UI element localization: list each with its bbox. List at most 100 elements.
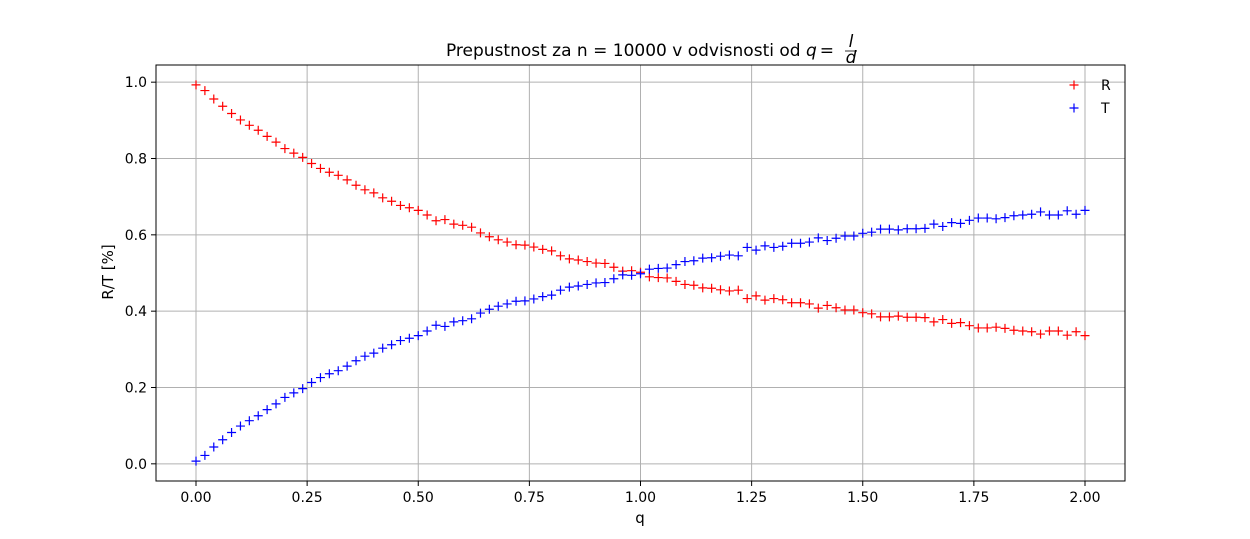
point-R: [662, 273, 672, 283]
point-R: [698, 283, 708, 293]
point-T: [964, 215, 974, 225]
x-tick-label: 1.25: [736, 490, 767, 506]
point-T: [458, 316, 468, 326]
point-T: [1044, 210, 1054, 220]
point-T: [395, 336, 405, 346]
point-R: [440, 215, 450, 225]
legend-marker: [1069, 103, 1079, 113]
point-R: [404, 203, 414, 213]
point-T: [1080, 205, 1090, 215]
point-R: [724, 286, 734, 296]
point-R: [982, 323, 992, 333]
point-T: [956, 218, 966, 228]
point-T: [991, 214, 1001, 224]
point-R: [413, 205, 423, 215]
series-R: [191, 80, 1090, 341]
point-R: [778, 295, 788, 305]
point-R: [1062, 330, 1072, 340]
point-R: [315, 163, 325, 173]
point-T: [404, 333, 414, 343]
point-R: [502, 237, 512, 247]
point-T: [662, 263, 672, 273]
point-T: [493, 301, 503, 311]
point-T: [511, 296, 521, 306]
point-R: [858, 308, 868, 318]
point-R: [884, 312, 894, 322]
x-tick-label: 0.00: [180, 490, 211, 506]
point-R: [840, 305, 850, 315]
grid: [156, 65, 1125, 481]
point-T: [876, 224, 886, 234]
legend-label: T: [1100, 101, 1110, 117]
point-T: [884, 224, 894, 234]
point-R: [378, 193, 388, 203]
point-T: [378, 343, 388, 353]
point-T: [484, 304, 494, 314]
point-R: [1044, 326, 1054, 336]
point-R: [271, 137, 281, 147]
y-tick-label: 0.2: [125, 380, 147, 396]
point-R: [947, 318, 957, 328]
point-R: [573, 255, 583, 265]
point-R: [324, 167, 334, 177]
point-T: [644, 264, 654, 274]
title-fraction-numerator: l: [849, 32, 854, 52]
point-T: [813, 233, 823, 243]
point-T: [467, 314, 477, 324]
point-T: [751, 245, 761, 255]
y-tick-label: 0.8: [125, 152, 147, 168]
point-R: [707, 283, 717, 293]
title-fraction-denominator: d: [846, 48, 857, 68]
point-R: [333, 170, 343, 180]
point-T: [351, 356, 361, 366]
point-T: [200, 450, 210, 460]
point-T: [315, 373, 325, 383]
point-T: [902, 224, 912, 234]
point-T: [636, 269, 645, 279]
point-T: [538, 292, 548, 302]
point-T: [600, 278, 610, 288]
point-T: [724, 250, 734, 260]
point-T: [1027, 209, 1037, 219]
point-T: [227, 428, 237, 438]
point-R: [298, 152, 308, 162]
point-R: [191, 80, 201, 90]
legend-label: R: [1101, 78, 1111, 94]
point-T: [298, 384, 308, 394]
point-T: [680, 257, 690, 267]
point-R: [209, 94, 219, 104]
x-tick-label: 0.75: [514, 490, 545, 506]
point-R: [796, 298, 806, 308]
y-tick-label: 0.0: [125, 457, 147, 473]
point-R: [813, 303, 823, 313]
point-T: [289, 388, 299, 398]
x-axis-ticks: 0.00 0.25 0.50 0.75 1.00 1.25 1.50 1.75 2.00: [180, 481, 1101, 506]
point-R: [511, 240, 521, 250]
point-R: [671, 276, 681, 286]
point-R: [493, 235, 503, 245]
point-T: [235, 421, 245, 431]
point-T: [573, 281, 583, 291]
point-R: [716, 285, 726, 295]
point-R: [653, 273, 663, 283]
point-R: [769, 294, 779, 304]
point-R: [431, 216, 441, 226]
point-T: [609, 274, 619, 284]
point-T: [564, 282, 574, 292]
point-T: [1036, 207, 1046, 217]
point-T: [1053, 210, 1063, 220]
point-R: [1036, 329, 1046, 339]
point-T: [244, 416, 254, 426]
point-T: [529, 294, 539, 304]
legend-item-T: T: [1069, 101, 1110, 117]
x-tick-label: 1.00: [625, 490, 656, 506]
point-T: [520, 296, 530, 306]
point-R: [449, 219, 459, 229]
point-T: [307, 378, 317, 388]
y-tick-label: 0.4: [125, 304, 147, 320]
point-T: [618, 270, 628, 280]
point-T: [475, 308, 485, 318]
title-fraction: l d: [845, 32, 857, 68]
